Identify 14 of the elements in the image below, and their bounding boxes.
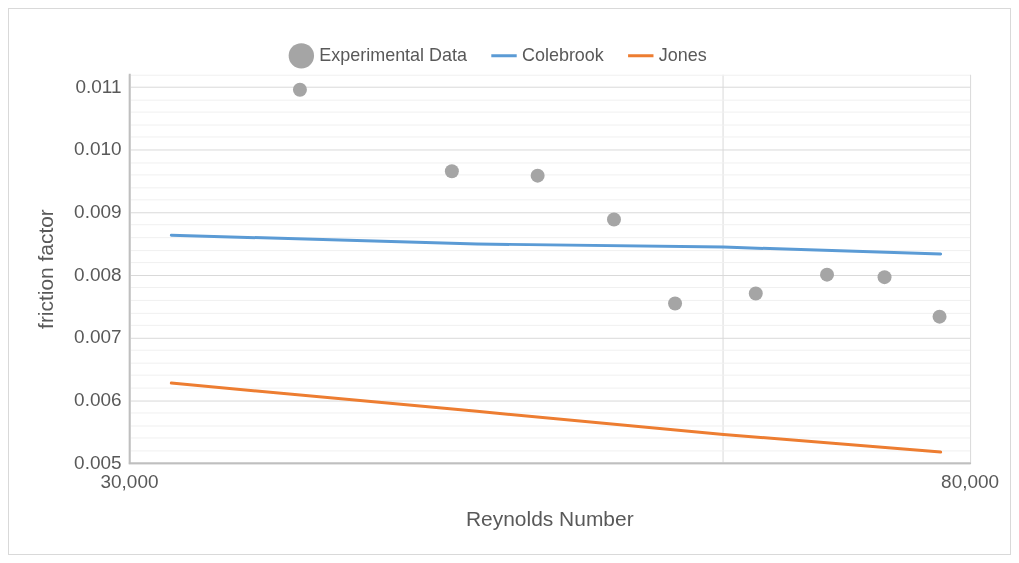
x-tick-label: 30,000 xyxy=(100,470,159,492)
y-axis-title: friction factor xyxy=(34,209,58,329)
y-tick-label: 0.006 xyxy=(74,388,122,410)
x-axis-title: Reynolds Number xyxy=(465,507,634,531)
x-tick-label: 80,000 xyxy=(941,470,1000,492)
y-tick-label: 0.010 xyxy=(74,138,122,160)
y-tick-label: 0.007 xyxy=(74,326,122,348)
y-tick-label: 0.011 xyxy=(75,75,122,97)
y-tick-label: 0.008 xyxy=(74,263,122,285)
legend-label: Experimental Data xyxy=(319,44,468,65)
y-tick-label: 0.009 xyxy=(74,200,122,222)
legend-label: Colebrook xyxy=(521,44,604,65)
legend-label: Jones xyxy=(658,44,707,65)
y-tick-label: 0.005 xyxy=(74,451,122,473)
